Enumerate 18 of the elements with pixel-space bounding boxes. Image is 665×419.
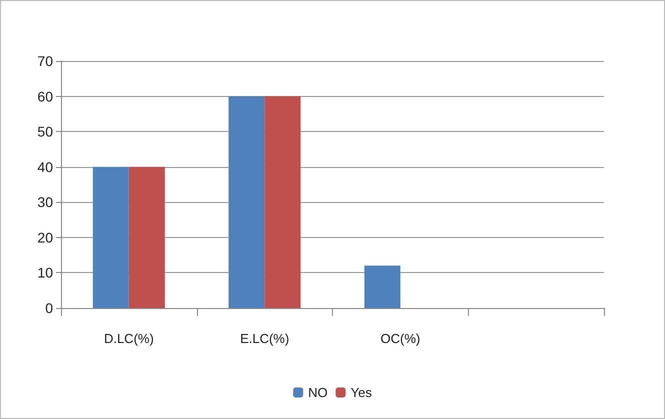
x-tick-label: D.LC(%): [104, 331, 154, 346]
bar: [264, 96, 301, 308]
x-tick-label: E.LC(%): [240, 331, 290, 346]
y-tick-label: 40: [37, 158, 54, 175]
bar: [92, 166, 129, 308]
y-tick-label: 10: [37, 264, 54, 281]
y-tick-label: 70: [37, 53, 54, 69]
x-tick-label: OC(%): [380, 331, 420, 346]
bar: [364, 266, 400, 308]
y-tick-label: 30: [37, 194, 54, 210]
y-tick-label: 20: [37, 229, 54, 246]
bar: [228, 96, 265, 308]
legend-label: Yes: [350, 385, 372, 400]
y-tick-label: 50: [37, 124, 54, 140]
legend-label: NO: [308, 385, 328, 400]
bar: [128, 166, 165, 308]
y-tick-label: 60: [37, 88, 54, 104]
y-tick-label: 0: [45, 300, 54, 316]
